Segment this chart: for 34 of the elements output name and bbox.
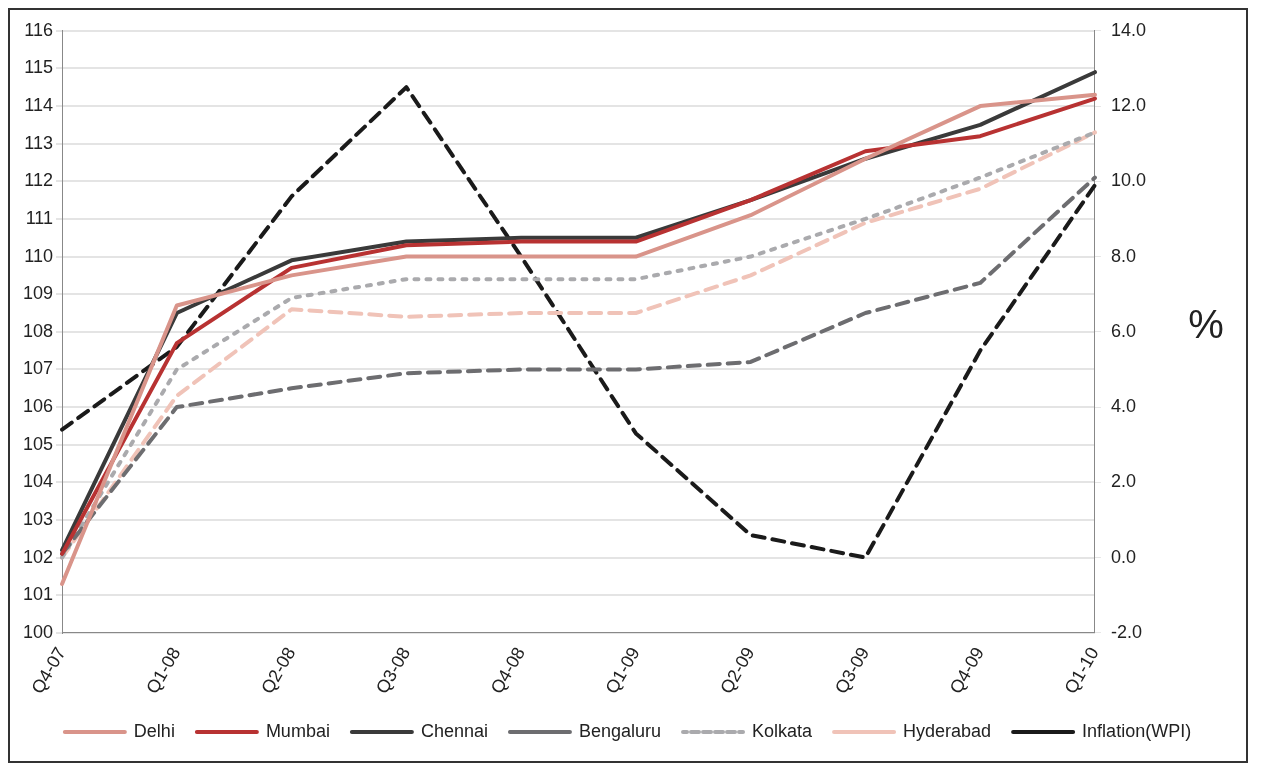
y2-tick-label: 12.0 bbox=[1110, 95, 1147, 116]
y2-tick-label: 0.0 bbox=[1110, 546, 1136, 567]
y-tick-label: 104 bbox=[22, 471, 54, 492]
y-tick-label: 101 bbox=[22, 584, 54, 605]
y-tick-label: 110 bbox=[24, 245, 54, 266]
legend-label: Hyderabad bbox=[903, 720, 992, 741]
y-tick-label: 114 bbox=[24, 95, 54, 116]
legend-label: Kolkata bbox=[752, 720, 814, 741]
y-tick-label: 107 bbox=[22, 358, 54, 379]
y2-tick-label: 2.0 bbox=[1110, 471, 1136, 492]
y-tick-label: 103 bbox=[22, 508, 54, 529]
y-tick-label: 113 bbox=[24, 132, 54, 153]
legend-label: Chennai bbox=[420, 720, 488, 741]
y-tick-label: 116 bbox=[24, 19, 54, 40]
y2-tick-label: 8.0 bbox=[1110, 245, 1136, 266]
y2-tick-label: 6.0 bbox=[1110, 320, 1136, 341]
legend-label: Mumbai bbox=[265, 720, 330, 741]
y2-axis-title: % bbox=[1188, 301, 1224, 346]
y2-tick-label: 4.0 bbox=[1110, 396, 1136, 417]
y-tick-label: 106 bbox=[22, 396, 54, 417]
y-tick-label: 105 bbox=[22, 433, 54, 454]
y-tick-label: 115 bbox=[24, 57, 54, 78]
y2-tick-label: -2.0 bbox=[1110, 621, 1142, 642]
legend-label: Bengaluru bbox=[578, 720, 662, 741]
legend-label: Inflation(WPI) bbox=[1082, 720, 1192, 741]
y2-tick-label: 10.0 bbox=[1110, 170, 1147, 191]
y-tick-label: 112 bbox=[24, 170, 54, 191]
y-tick-label: 111 bbox=[25, 207, 54, 228]
legend-label: Delhi bbox=[133, 720, 175, 741]
y-tick-label: 100 bbox=[22, 621, 54, 642]
y2-tick-label: 14.0 bbox=[1110, 19, 1147, 40]
y-tick-label: 102 bbox=[22, 546, 54, 567]
y-tick-label: 108 bbox=[22, 320, 54, 341]
y-tick-label: 109 bbox=[22, 283, 54, 304]
